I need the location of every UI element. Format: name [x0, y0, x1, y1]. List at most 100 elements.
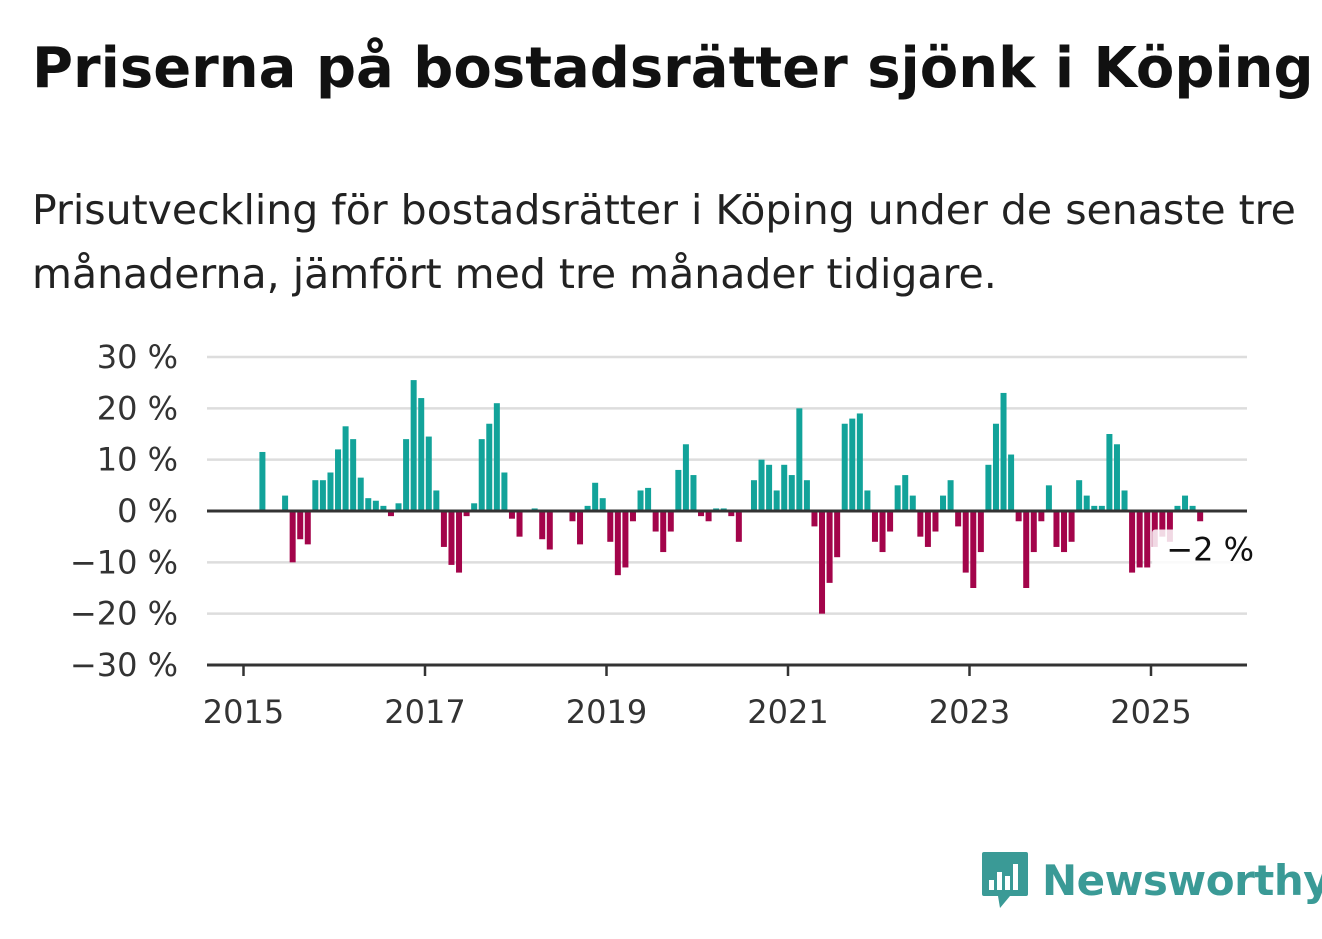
- y-tick-label: 20 %: [97, 389, 178, 427]
- bar: [1053, 511, 1060, 547]
- bar: [871, 511, 878, 542]
- bar: [894, 485, 901, 511]
- bar: [766, 464, 773, 511]
- bar: [463, 511, 470, 517]
- bar: [486, 423, 493, 511]
- bar: [917, 511, 924, 537]
- bar: [1197, 511, 1204, 522]
- bar: [675, 469, 682, 511]
- bar: [841, 423, 848, 511]
- x-axis-tick-labels: 2015 2017 2019 2021 2023 2025: [203, 665, 1192, 731]
- bar: [1189, 505, 1196, 511]
- bar: [1015, 511, 1022, 522]
- bar: [622, 511, 629, 568]
- bar: [584, 505, 591, 511]
- bar: [365, 498, 372, 511]
- bar: [357, 477, 364, 511]
- callout-background: [1152, 529, 1249, 570]
- x-tick-label: 2015: [203, 693, 284, 731]
- bar: [826, 511, 833, 583]
- bar: [849, 418, 856, 511]
- y-tick-label: 10 %: [97, 441, 178, 479]
- bar: [478, 439, 485, 511]
- bar: [887, 511, 894, 532]
- bar: [970, 511, 977, 588]
- bar: [1045, 485, 1052, 511]
- bar: [962, 511, 969, 573]
- bar: [1166, 511, 1173, 542]
- chart-subtitle: Prisutveckling för bostadsrätter i Köpin…: [32, 186, 1296, 298]
- bar: [592, 482, 599, 511]
- bar: [327, 472, 334, 511]
- bar: [607, 511, 614, 542]
- bar: [1129, 511, 1136, 573]
- bar: [599, 498, 606, 511]
- bar: [440, 511, 447, 547]
- bar: [977, 511, 984, 553]
- bar: [410, 380, 417, 511]
- last-value-label: −2 %: [1166, 531, 1254, 569]
- bar: [750, 480, 757, 511]
- bar: [909, 495, 916, 511]
- bar: [637, 490, 644, 511]
- bar: [796, 408, 803, 511]
- bar: [1083, 495, 1090, 511]
- bar: [1106, 434, 1113, 511]
- bar: [493, 403, 500, 511]
- bar: [728, 511, 735, 517]
- bar: [546, 511, 553, 550]
- y-tick-label: 0 %: [117, 492, 178, 530]
- bar: [289, 511, 296, 563]
- bar: [577, 511, 584, 545]
- x-tick-label: 2017: [384, 693, 465, 731]
- bar: [735, 511, 742, 542]
- bar: [569, 511, 576, 522]
- bar: [418, 398, 425, 511]
- bar: [342, 426, 349, 511]
- bar: [312, 480, 319, 511]
- bar: [1151, 511, 1158, 547]
- bar: [456, 511, 463, 573]
- bar: [947, 480, 954, 511]
- bar: [1061, 511, 1068, 553]
- bar: [539, 511, 546, 540]
- bar: [395, 503, 402, 511]
- brand-name: Newsworthy: [1042, 855, 1322, 905]
- bar: [1113, 444, 1120, 511]
- bar: [1098, 505, 1105, 511]
- bar: [387, 511, 394, 517]
- bar: [803, 480, 810, 511]
- bar: [433, 490, 440, 511]
- bar: [304, 511, 311, 545]
- bar: [932, 511, 939, 532]
- bar: [508, 511, 515, 519]
- y-tick-label: −10 %: [70, 543, 178, 581]
- bar: [773, 490, 780, 511]
- bar: [380, 505, 387, 511]
- x-tick-label: 2019: [566, 693, 647, 731]
- bar: [1091, 505, 1098, 511]
- bar: [259, 451, 266, 511]
- bar: [1144, 511, 1151, 568]
- bar: [614, 511, 621, 576]
- bar: [1000, 392, 1007, 511]
- bar: [1136, 511, 1143, 568]
- bar: [425, 436, 432, 511]
- bar: [516, 511, 523, 537]
- y-tick-label: −30 %: [70, 646, 178, 684]
- x-tick-label: 2023: [929, 693, 1010, 731]
- bar: [652, 511, 659, 532]
- bar: [758, 459, 765, 511]
- bar: [1182, 495, 1189, 511]
- bar: [1121, 490, 1128, 511]
- bar: [690, 475, 697, 511]
- bar: [1076, 480, 1083, 511]
- bar: [1008, 454, 1015, 511]
- bar: [667, 511, 674, 532]
- bar: [350, 439, 357, 511]
- bar: [372, 500, 379, 511]
- bar: [1174, 505, 1181, 511]
- x-tick-label: 2025: [1110, 693, 1191, 731]
- axes: [207, 509, 1247, 667]
- bar: [660, 511, 667, 553]
